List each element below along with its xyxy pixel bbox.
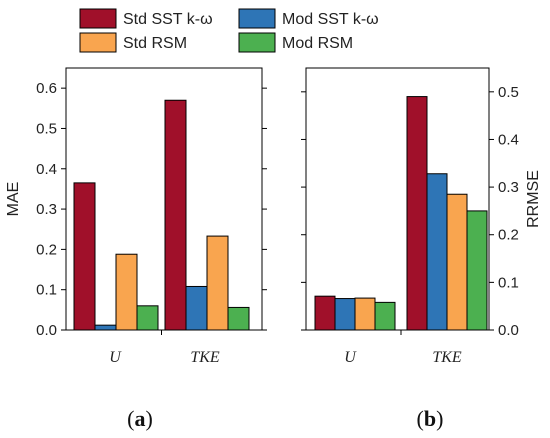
plot-frame-a [65,67,263,331]
legend-label: Std SST k-ω [123,11,213,28]
y-tick-label: 0.3 [498,179,519,196]
legend-label: Mod RSM [282,35,353,52]
bar-a-tke-s3 [227,306,250,331]
y-tick-label: 0.0 [498,322,519,339]
y-tick-label: 0.2 [498,227,519,244]
panel-letter: a [135,406,146,431]
bar-b-u-s1 [334,298,356,331]
category-label: TKE [190,349,220,366]
plot-frame-b [305,67,490,331]
legend-swatch [238,32,276,53]
legend-entry-mod-sst: Mod SST k-ω [238,8,379,29]
y-tick-label: 0.0 [36,322,57,339]
bar-a-u-s2 [115,253,138,331]
bar-b-tke-s2 [446,193,468,331]
bar-b-u-s0 [314,295,336,331]
y-tick-label: 0.1 [36,282,57,299]
panel-letter: b [424,406,436,431]
y-axis-label-a: MAE [5,182,22,217]
legend-swatch [79,32,117,53]
y-tick-label: 0.5 [498,84,519,101]
y-ticks-a: 0.0 0.1 0.2 0.3 0.4 0.5 0.6 [36,80,267,339]
bar-a-u-s0 [73,182,96,331]
legend-entry-mod-rsm: Mod RSM [238,32,353,53]
bar-a-u-s1 [94,324,117,331]
panel-label-a: (a) [127,406,153,431]
y-tick-label: 0.6 [36,80,57,97]
bar-a-tke-s2 [206,235,229,331]
category-label: U [109,349,122,366]
panel-b: 0.0 0.1 0.2 0.3 0.4 0.5 RRMSE U TKE (b) [301,67,542,431]
panel-label-b: (b) [417,406,444,431]
y-tick-label: 0.3 [36,201,57,218]
bar-a-tke-s0 [164,99,187,331]
category-label: U [344,349,357,366]
legend-entry-std-rsm: Std RSM [79,32,187,53]
y-tick-label: 0.5 [36,120,57,137]
legend-swatch [238,8,276,29]
bars-b [314,96,488,331]
y-ticks-b: 0.0 0.1 0.2 0.3 0.4 0.5 [301,84,519,339]
y-tick-label: 0.2 [36,241,57,258]
bar-b-tke-s3 [466,210,488,331]
y-tick-label: 0.1 [498,274,519,291]
y-axis-label-b: RRMSE [525,170,542,228]
legend-entry-std-sst: Std SST k-ω [79,8,213,29]
bars-a [73,99,250,331]
legend-label: Std RSM [123,35,187,52]
bar-b-tke-s1 [426,173,448,331]
legend-swatch [79,8,117,29]
y-tick-label: 0.4 [498,131,519,148]
panel-a: 0.0 0.1 0.2 0.3 0.4 0.5 0.6 MAE U TKE (a) [5,67,267,431]
bar-b-u-s3 [374,301,396,331]
bar-b-u-s2 [354,297,376,331]
legend-label: Mod SST k-ω [282,11,379,28]
category-label: TKE [432,349,462,366]
legend: Std SST k-ω Mod SST k-ω Std RSM Mod RSM [79,8,379,53]
bar-b-tke-s0 [406,96,428,331]
bar-a-u-s3 [136,305,159,331]
y-tick-label: 0.4 [36,161,57,178]
bar-a-tke-s1 [185,285,208,331]
